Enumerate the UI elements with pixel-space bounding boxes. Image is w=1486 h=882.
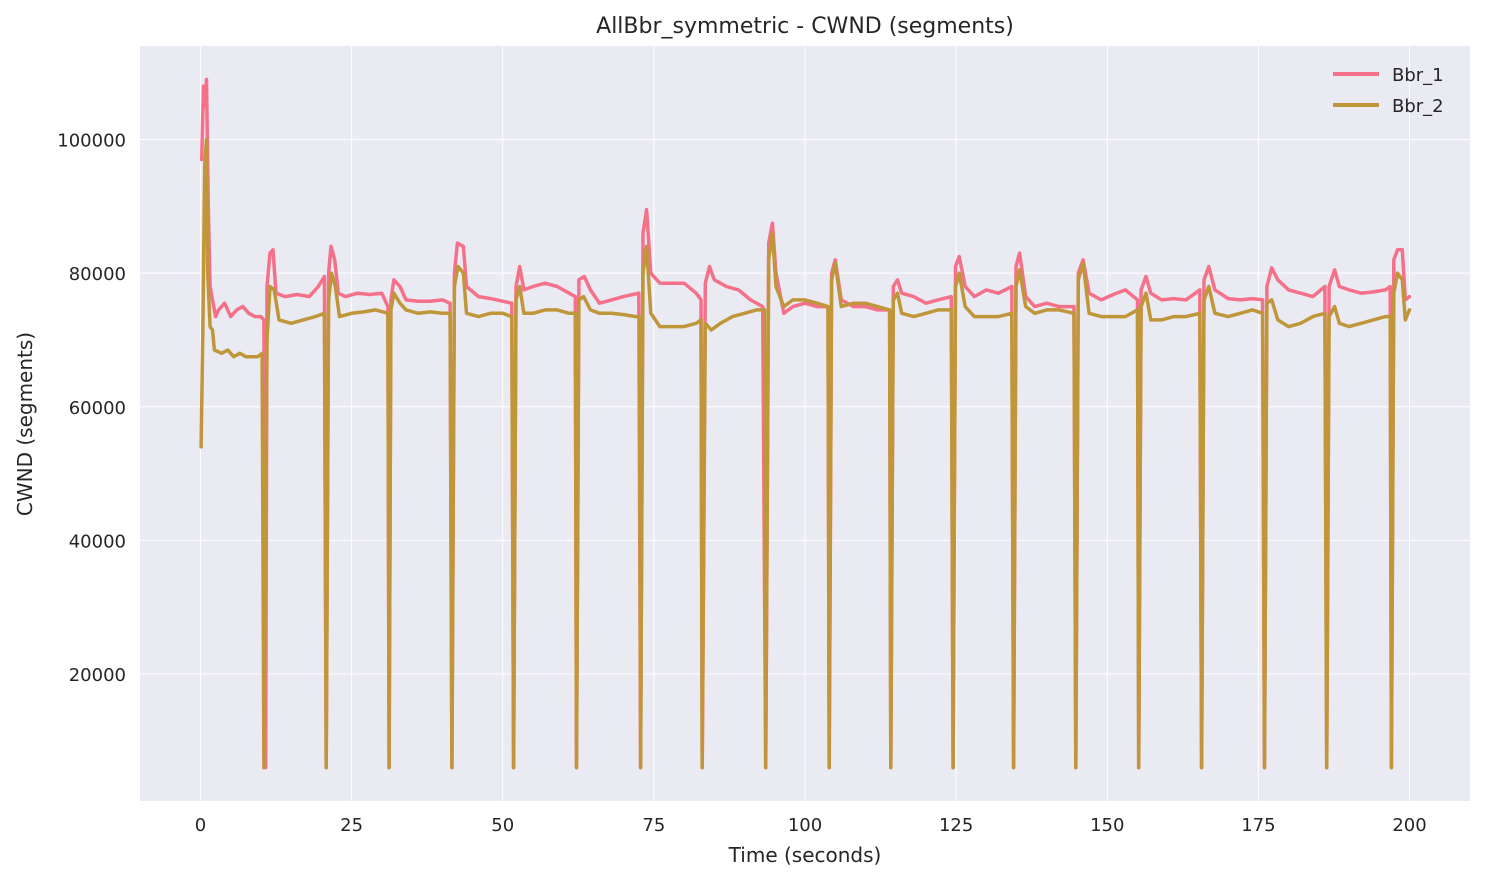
x-tick-label: 125 (939, 815, 973, 836)
y-tick-label: 20000 (69, 665, 126, 686)
y-tick-label: 100000 (57, 131, 126, 152)
legend-label-bbr-2: Bbr_2 (1392, 96, 1444, 117)
y-tick-label: 60000 (69, 398, 126, 419)
x-tick-label: 100 (788, 815, 822, 836)
chart-title: AllBbr_symmetric - CWND (segments) (596, 14, 1014, 39)
y-axis-title: CWND (segments) (13, 332, 37, 516)
grid-lines (140, 46, 1470, 801)
y-tick-labels: 20000 40000 60000 80000 100000 (57, 131, 126, 687)
legend-label-bbr-1: Bbr_1 (1392, 65, 1444, 86)
y-tick-label: 80000 (69, 264, 126, 285)
x-tick-label: 175 (1241, 815, 1275, 836)
series-lines (199, 77, 1412, 770)
x-tick-label: 50 (491, 815, 514, 836)
x-tick-label: 150 (1090, 815, 1124, 836)
x-tick-labels: 0 25 50 75 100 125 150 175 200 (195, 815, 1427, 836)
x-tick-label: 200 (1392, 815, 1426, 836)
legend: Bbr_1 Bbr_2 (1333, 65, 1444, 117)
x-axis-title: Time (seconds) (728, 843, 882, 867)
x-tick-label: 0 (195, 815, 206, 836)
series-line-bbr-2 (199, 137, 1412, 770)
y-tick-label: 40000 (69, 531, 126, 552)
x-tick-label: 25 (340, 815, 363, 836)
x-tick-label: 75 (642, 815, 665, 836)
